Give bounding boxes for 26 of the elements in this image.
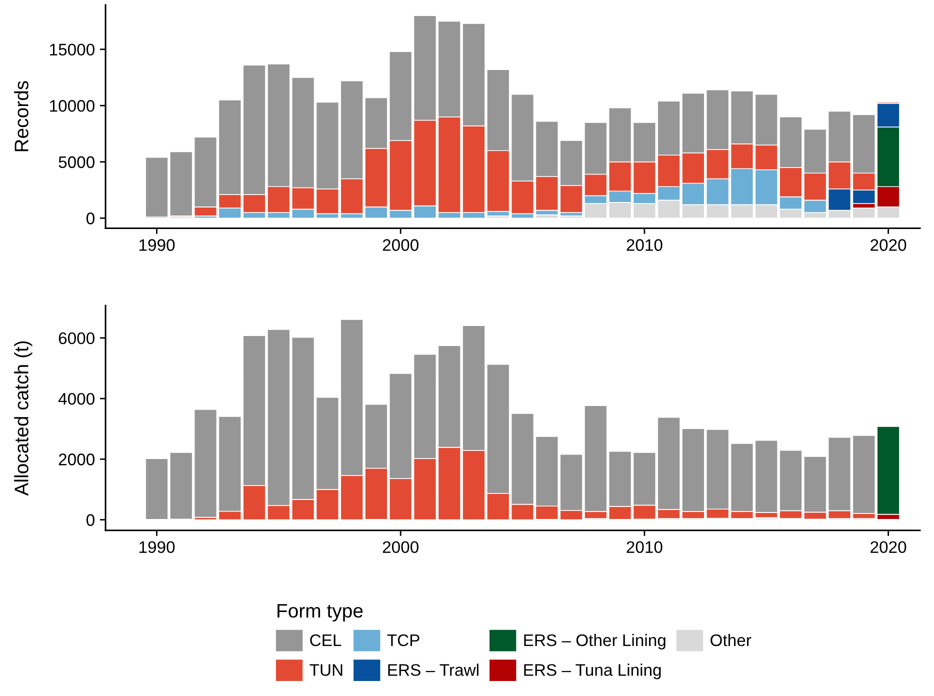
legend-title: Form type	[278, 604, 363, 622]
legend-label: TCP	[387, 634, 420, 646]
legend-label: CEL	[310, 634, 342, 646]
y-tick-label: 15000	[50, 44, 94, 56]
legend-label: ERS – Trawl	[388, 664, 478, 676]
x-tick-label: 2020	[870, 239, 906, 251]
y-axis-title: Records	[14, 81, 28, 152]
x-tick-label: 1990	[139, 541, 175, 554]
x-tick-label: 2000	[382, 541, 418, 554]
x-tick-label: 2020	[870, 541, 906, 554]
legend-label: ERS – Other Lining	[524, 634, 666, 650]
y-tick-label: 6000	[58, 332, 94, 344]
y-tick-label: 5000	[58, 156, 94, 168]
y-tick-label: 4000	[58, 392, 94, 405]
x-tick-label: 2000	[382, 239, 418, 251]
x-tick-label: 2010	[626, 541, 662, 554]
y-tick-label: 2000	[58, 454, 94, 466]
y-tick-label: 10000	[50, 100, 94, 112]
y-tick-label: 0	[86, 212, 94, 224]
x-tick-label: 1990	[139, 239, 175, 251]
y-axis-title: Allocated catch (t)	[14, 341, 32, 496]
legend-label: TUN	[310, 664, 342, 676]
legend-label: Other	[710, 634, 752, 646]
legend-label: ERS – Tuna Lining	[524, 664, 661, 680]
x-tick-label: 2010	[626, 239, 662, 251]
y-tick-label: 0	[86, 514, 94, 526]
